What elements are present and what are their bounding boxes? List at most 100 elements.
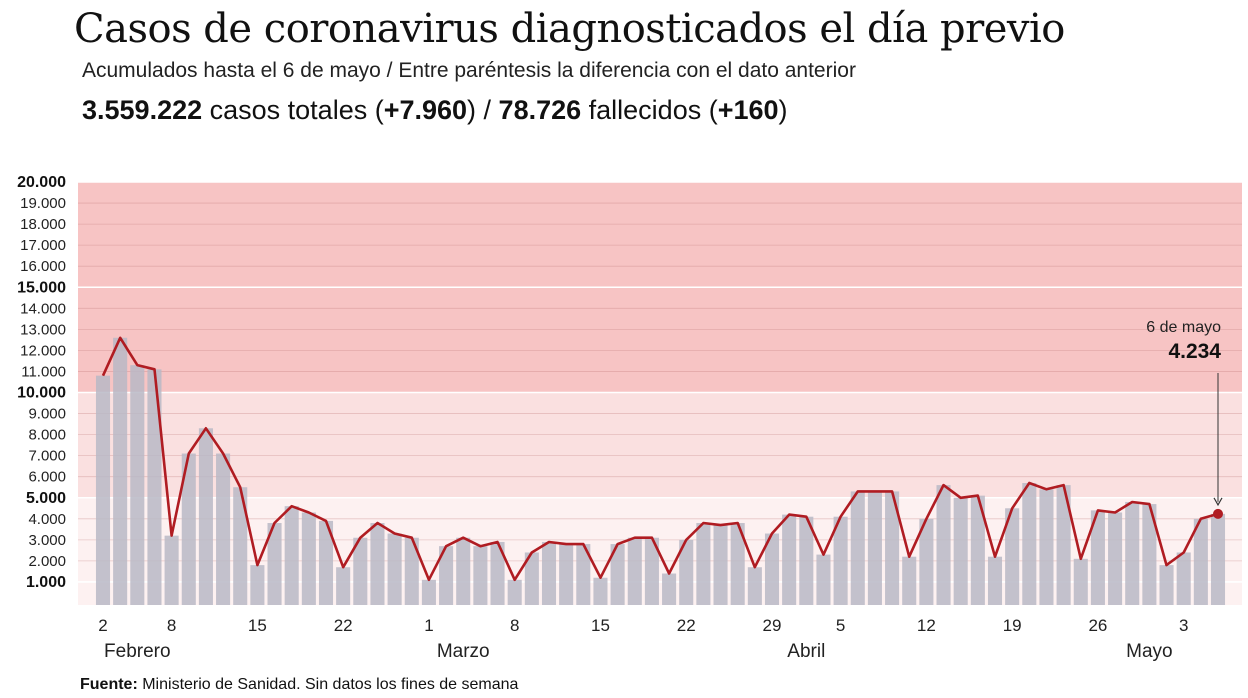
x-tick-label: 26 bbox=[1088, 616, 1107, 635]
bar bbox=[833, 516, 848, 605]
x-tick-label: 19 bbox=[1003, 616, 1022, 635]
total-deaths-label: fallecidos ( bbox=[581, 95, 718, 125]
chart-subtitle: Acumulados hasta el 6 de mayo / Entre pa… bbox=[82, 59, 856, 82]
y-tick-label: 17.000 bbox=[20, 237, 66, 254]
bar bbox=[850, 491, 865, 605]
bar bbox=[130, 365, 145, 605]
bar bbox=[1005, 508, 1020, 605]
bar bbox=[696, 523, 711, 605]
x-tick-label: 1 bbox=[424, 616, 433, 635]
y-tick-label: 16.000 bbox=[20, 258, 66, 275]
bar bbox=[387, 533, 402, 605]
bar bbox=[336, 567, 351, 605]
bar bbox=[250, 565, 265, 605]
x-tick-label: 5 bbox=[836, 616, 845, 635]
bar bbox=[198, 428, 213, 605]
bar bbox=[713, 525, 728, 605]
bar bbox=[164, 535, 179, 605]
bar bbox=[679, 539, 694, 605]
bar bbox=[267, 523, 282, 605]
bar bbox=[439, 546, 454, 605]
bar bbox=[919, 518, 934, 605]
bar bbox=[559, 544, 574, 605]
bar bbox=[1056, 485, 1071, 605]
bar bbox=[404, 537, 419, 605]
bar bbox=[970, 495, 985, 605]
chart-annotation: 6 de mayo 4.234 bbox=[1146, 319, 1223, 519]
bar bbox=[456, 537, 471, 605]
bar bbox=[1039, 489, 1054, 605]
y-tick-label: 2.000 bbox=[28, 553, 66, 570]
totals-separator: ) / bbox=[467, 95, 499, 125]
x-tick-label: 8 bbox=[167, 616, 176, 635]
y-tick-label: 3.000 bbox=[28, 532, 66, 549]
bar bbox=[867, 491, 882, 605]
bar bbox=[730, 523, 745, 605]
x-tick-label: 15 bbox=[591, 616, 610, 635]
bar bbox=[936, 485, 951, 605]
chart-title: Casos de coronavirus diagnosticados el d… bbox=[74, 6, 1065, 52]
month-label: Febrero bbox=[104, 641, 171, 662]
bar bbox=[353, 537, 368, 605]
bar bbox=[902, 556, 917, 605]
bar bbox=[284, 506, 299, 605]
y-tick-label: 1.000 bbox=[26, 574, 66, 591]
y-tick-label: 6.000 bbox=[28, 469, 66, 486]
source-text: Ministerio de Sanidad. Sin datos los fin… bbox=[137, 676, 519, 693]
bar bbox=[885, 491, 900, 605]
bar-series bbox=[95, 337, 1226, 605]
x-tick-label: 2 bbox=[98, 616, 107, 635]
x-tick-label: 8 bbox=[510, 616, 519, 635]
x-tick-label: 12 bbox=[917, 616, 936, 635]
x-tick-label: 3 bbox=[1179, 616, 1188, 635]
y-tick-label: 18.000 bbox=[20, 216, 66, 233]
y-tick-label: 13.000 bbox=[20, 321, 66, 338]
bar bbox=[181, 453, 196, 605]
total-deaths-value: 78.726 bbox=[498, 95, 582, 125]
bar bbox=[1108, 512, 1123, 605]
bar bbox=[1159, 565, 1174, 605]
total-cases-diff: +7.960 bbox=[383, 95, 468, 125]
y-axis: 1.000 2.000 3.000 4.000 5.000 6.000 7.000 8.000… bbox=[17, 174, 66, 591]
bar bbox=[782, 514, 797, 605]
bar bbox=[524, 552, 539, 605]
x-axis: 2 8 15 22 1 8 15 22 29 5 12 19 26 3 Febrero Marzo Abril M… bbox=[98, 616, 1188, 662]
bar bbox=[627, 537, 642, 605]
bar bbox=[473, 546, 488, 605]
bar bbox=[113, 337, 128, 605]
bar bbox=[953, 497, 968, 605]
y-tick-label: 20.000 bbox=[17, 174, 66, 191]
totals-closing: ) bbox=[778, 95, 788, 125]
x-tick-label: 29 bbox=[763, 616, 782, 635]
bar bbox=[816, 554, 831, 605]
bar bbox=[147, 369, 162, 605]
bar bbox=[216, 453, 231, 605]
month-label: Mayo bbox=[1126, 641, 1172, 662]
y-tick-label: 10.000 bbox=[17, 385, 66, 402]
bar bbox=[764, 533, 780, 605]
total-cases-value: 3.559.222 bbox=[82, 95, 203, 125]
source-note: Fuente: Ministerio de Sanidad. Sin datos… bbox=[80, 676, 518, 694]
line-series bbox=[101, 336, 1219, 582]
bar bbox=[490, 541, 505, 605]
y-tick-label: 8.000 bbox=[28, 427, 66, 444]
y-tick-label: 11.000 bbox=[21, 363, 66, 380]
y-tick-label: 12.000 bbox=[20, 342, 66, 359]
y-tick-label: 15.000 bbox=[17, 279, 66, 296]
bar bbox=[1210, 513, 1226, 605]
annotation-date: 6 de mayo bbox=[1146, 319, 1221, 336]
month-label: Marzo bbox=[437, 641, 490, 662]
y-tick-label: 14.000 bbox=[20, 300, 66, 317]
source-label: Fuente: bbox=[80, 676, 138, 693]
y-tick-label: 7.000 bbox=[28, 448, 66, 465]
bar bbox=[662, 573, 677, 605]
y-tick-label: 9.000 bbox=[28, 406, 66, 423]
series-line bbox=[101, 336, 1219, 582]
bar bbox=[610, 544, 625, 605]
bar bbox=[644, 537, 659, 605]
annotation-marker bbox=[1213, 508, 1223, 519]
bar bbox=[1142, 504, 1157, 605]
y-tick-label: 5.000 bbox=[26, 490, 66, 507]
bar bbox=[747, 567, 762, 605]
